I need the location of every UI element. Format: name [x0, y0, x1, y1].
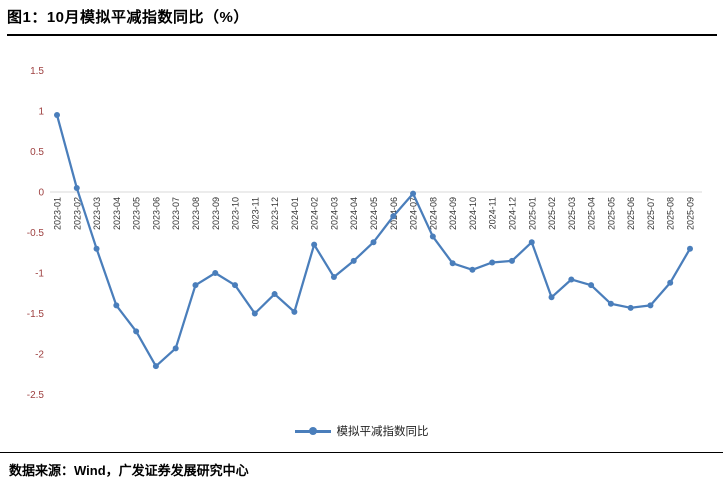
x-axis-tick-label: 2023-09 — [211, 197, 221, 230]
data-point-marker — [469, 266, 476, 273]
x-axis-tick-label: 2024-08 — [428, 197, 438, 230]
data-point-marker — [172, 345, 179, 352]
x-axis-tick-label: 2024-04 — [349, 197, 359, 230]
data-point-marker — [350, 257, 357, 264]
data-point-marker — [271, 291, 278, 298]
y-axis-tick-label: 0.5 — [30, 147, 44, 158]
data-point-marker — [687, 245, 693, 252]
legend-line-marker-icon — [294, 427, 331, 435]
x-axis-tick-label: 2025-03 — [567, 197, 577, 230]
data-point-marker — [73, 184, 80, 191]
x-axis-tick-label: 2023-07 — [171, 197, 181, 230]
x-axis-tick-label: 2025-08 — [666, 197, 676, 230]
x-axis-tick-label: 2024-07 — [409, 197, 419, 230]
x-axis-tick-label: 2025-07 — [646, 197, 656, 230]
data-point-marker — [152, 363, 159, 370]
data-point-marker — [607, 300, 614, 307]
data-source-note: 数据来源：Wind，广发证券发展研究中心 — [0, 452, 723, 479]
data-point-marker — [390, 213, 397, 220]
data-point-marker — [192, 282, 199, 289]
x-axis-tick-label: 2025-06 — [626, 197, 636, 230]
data-point-marker — [548, 294, 555, 301]
x-axis-tick-label: 2024-09 — [448, 197, 458, 230]
data-point-marker — [232, 282, 239, 289]
y-axis-tick-label: -2 — [35, 350, 44, 361]
x-axis-tick-label: 2023-10 — [231, 197, 241, 230]
x-axis-tick-label: 2023-04 — [112, 197, 122, 230]
data-point-marker — [54, 112, 60, 119]
x-axis-tick-label: 2023-05 — [132, 197, 142, 230]
y-axis-tick-label: 1 — [38, 107, 44, 118]
x-axis-tick-label: 2023-03 — [92, 197, 102, 230]
data-point-marker — [449, 260, 456, 267]
data-point-marker — [627, 304, 634, 311]
x-axis-tick-label: 2024-02 — [310, 197, 320, 230]
x-axis-tick-label: 2025-01 — [527, 197, 537, 230]
x-axis-tick-label: 2024-03 — [329, 197, 339, 230]
data-point-marker — [251, 310, 258, 317]
data-point-marker — [528, 239, 535, 246]
data-point-marker — [588, 282, 595, 289]
data-point-marker — [667, 279, 674, 286]
x-axis-tick-label: 2025-04 — [587, 197, 597, 230]
data-point-marker — [212, 270, 219, 276]
chart-legend: 模拟平减指数同比 — [0, 423, 723, 439]
x-axis-tick-label: 2023-11 — [250, 197, 260, 229]
x-axis-tick-label: 2023-08 — [191, 197, 201, 230]
x-axis-tick-label: 2024-05 — [369, 197, 379, 230]
data-point-marker — [489, 259, 496, 266]
x-axis-tick-label: 2024-01 — [290, 197, 300, 230]
y-axis-tick-label: -0.5 — [27, 228, 45, 239]
data-point-marker — [113, 302, 120, 309]
x-axis-tick-label: 2025-09 — [686, 197, 696, 230]
figure-title: 图1：10月模拟平减指数同比（%） — [7, 6, 717, 36]
x-axis-tick-label: 2023-01 — [53, 197, 63, 230]
x-axis-tick-label: 2024-10 — [468, 197, 478, 230]
y-axis-tick-label: 1.5 — [30, 66, 44, 77]
legend-dot-marker-icon — [308, 427, 317, 435]
data-point-marker — [647, 302, 654, 309]
data-point-marker — [568, 276, 575, 283]
y-axis-tick-label: 0 — [38, 188, 44, 199]
data-point-marker — [429, 233, 436, 240]
data-point-marker — [291, 308, 298, 315]
x-axis-tick-label: 2024-12 — [507, 197, 517, 230]
data-point-marker — [311, 241, 318, 248]
y-axis-tick-label: -1 — [35, 269, 44, 280]
y-axis-tick-label: -1.5 — [27, 309, 45, 320]
data-point-marker — [508, 257, 515, 264]
x-axis-tick-label: 2023-02 — [72, 197, 82, 230]
y-axis-tick-label: -2.5 — [27, 390, 45, 401]
data-point-marker — [370, 239, 377, 246]
x-axis-tick-label: 2025-05 — [606, 197, 616, 230]
x-axis-tick-label: 2025-02 — [547, 197, 557, 230]
data-point-marker — [93, 245, 100, 252]
data-point-marker — [133, 328, 140, 335]
x-axis-tick-label: 2023-06 — [151, 197, 161, 230]
data-point-marker — [410, 190, 417, 197]
data-point-marker — [330, 274, 337, 281]
legend-series-label: 模拟平减指数同比 — [336, 426, 429, 438]
x-axis-tick-label: 2023-12 — [270, 197, 280, 230]
x-axis-tick-label: 2024-11 — [488, 197, 498, 229]
